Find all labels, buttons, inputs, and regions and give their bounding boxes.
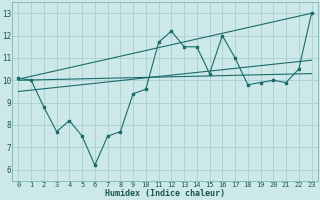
X-axis label: Humidex (Indice chaleur): Humidex (Indice chaleur): [105, 189, 225, 198]
